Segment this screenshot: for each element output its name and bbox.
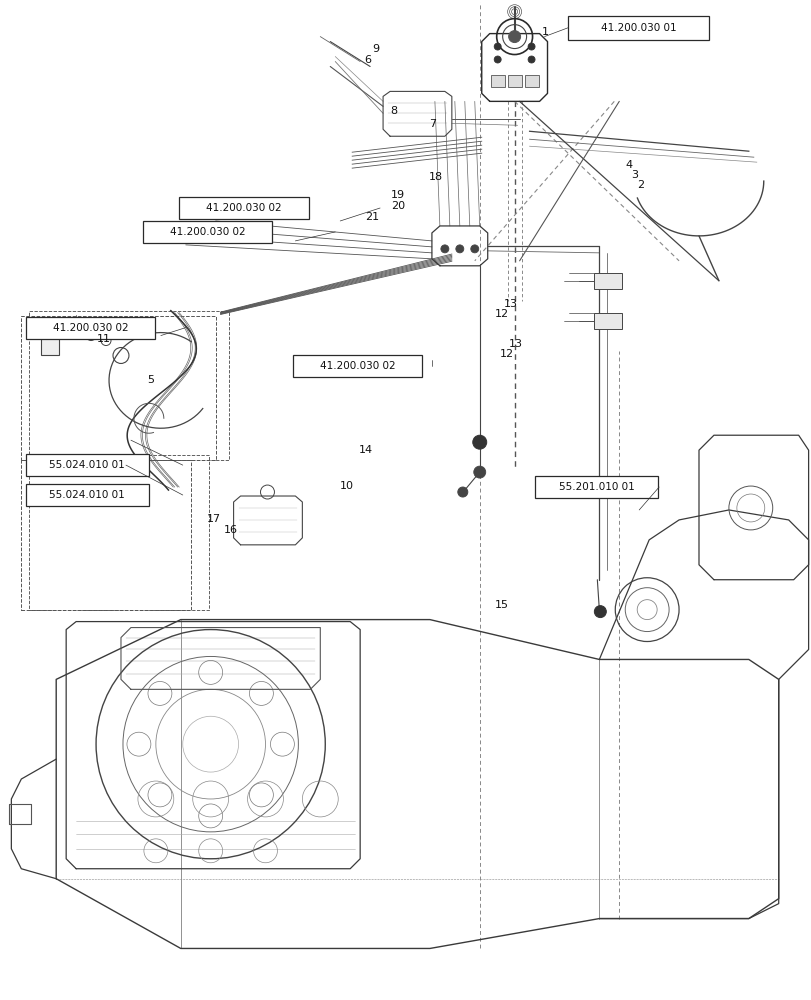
Text: 11: 11: [97, 334, 111, 344]
Text: 17: 17: [206, 514, 221, 524]
Bar: [143, 221, 272, 243]
Text: 16: 16: [223, 525, 237, 535]
Circle shape: [473, 466, 485, 478]
Text: 2: 2: [637, 180, 643, 190]
Text: 13: 13: [508, 339, 522, 349]
Bar: [41, 328, 59, 355]
Bar: [26, 454, 148, 476]
Text: 41.200.030 02: 41.200.030 02: [53, 323, 128, 333]
Text: 1: 1: [541, 27, 548, 37]
Text: 55.024.010 01: 55.024.010 01: [49, 490, 125, 500]
Circle shape: [494, 43, 500, 50]
Text: 4: 4: [625, 160, 632, 170]
Text: 55.201.010 01: 55.201.010 01: [559, 482, 634, 492]
Circle shape: [527, 56, 534, 63]
Text: 6: 6: [364, 55, 371, 65]
Circle shape: [527, 43, 534, 50]
Text: 21: 21: [364, 212, 379, 222]
Text: 3: 3: [631, 170, 637, 180]
Circle shape: [508, 31, 520, 43]
Bar: [29, 455, 208, 610]
Circle shape: [594, 606, 606, 618]
Text: 20: 20: [390, 201, 405, 211]
Bar: [534, 476, 658, 498]
Circle shape: [494, 56, 500, 63]
Circle shape: [472, 435, 486, 449]
Bar: [594, 313, 621, 329]
Circle shape: [457, 487, 467, 497]
Text: 55.024.010 01: 55.024.010 01: [49, 460, 125, 470]
Text: 41.200.030 02: 41.200.030 02: [206, 203, 281, 213]
Text: 41.200.030 01: 41.200.030 01: [600, 23, 676, 33]
Text: 19: 19: [390, 190, 405, 200]
Bar: [490, 75, 504, 87]
Text: 15: 15: [494, 600, 508, 610]
Text: 41.200.030 02: 41.200.030 02: [169, 227, 245, 237]
Bar: [567, 16, 709, 40]
Text: 12: 12: [494, 309, 508, 319]
Text: 9: 9: [372, 44, 380, 54]
Bar: [594, 273, 621, 289]
Circle shape: [455, 245, 463, 253]
Bar: [26, 484, 148, 506]
Bar: [29, 311, 229, 460]
Bar: [507, 75, 521, 87]
Text: 18: 18: [428, 172, 443, 182]
Bar: [292, 355, 422, 377]
Bar: [21, 316, 216, 460]
Text: 10: 10: [340, 481, 354, 491]
Text: 41.200.030 02: 41.200.030 02: [320, 361, 395, 371]
Circle shape: [470, 245, 478, 253]
Bar: [524, 75, 538, 87]
Bar: [179, 197, 308, 219]
Circle shape: [440, 245, 448, 253]
Text: 12: 12: [500, 349, 513, 359]
Text: 5: 5: [148, 375, 154, 385]
Text: 14: 14: [358, 445, 372, 455]
Bar: [21, 460, 191, 610]
Text: 8: 8: [390, 106, 397, 116]
Bar: [26, 317, 155, 339]
Text: 7: 7: [428, 119, 436, 129]
Text: 13: 13: [503, 299, 517, 309]
